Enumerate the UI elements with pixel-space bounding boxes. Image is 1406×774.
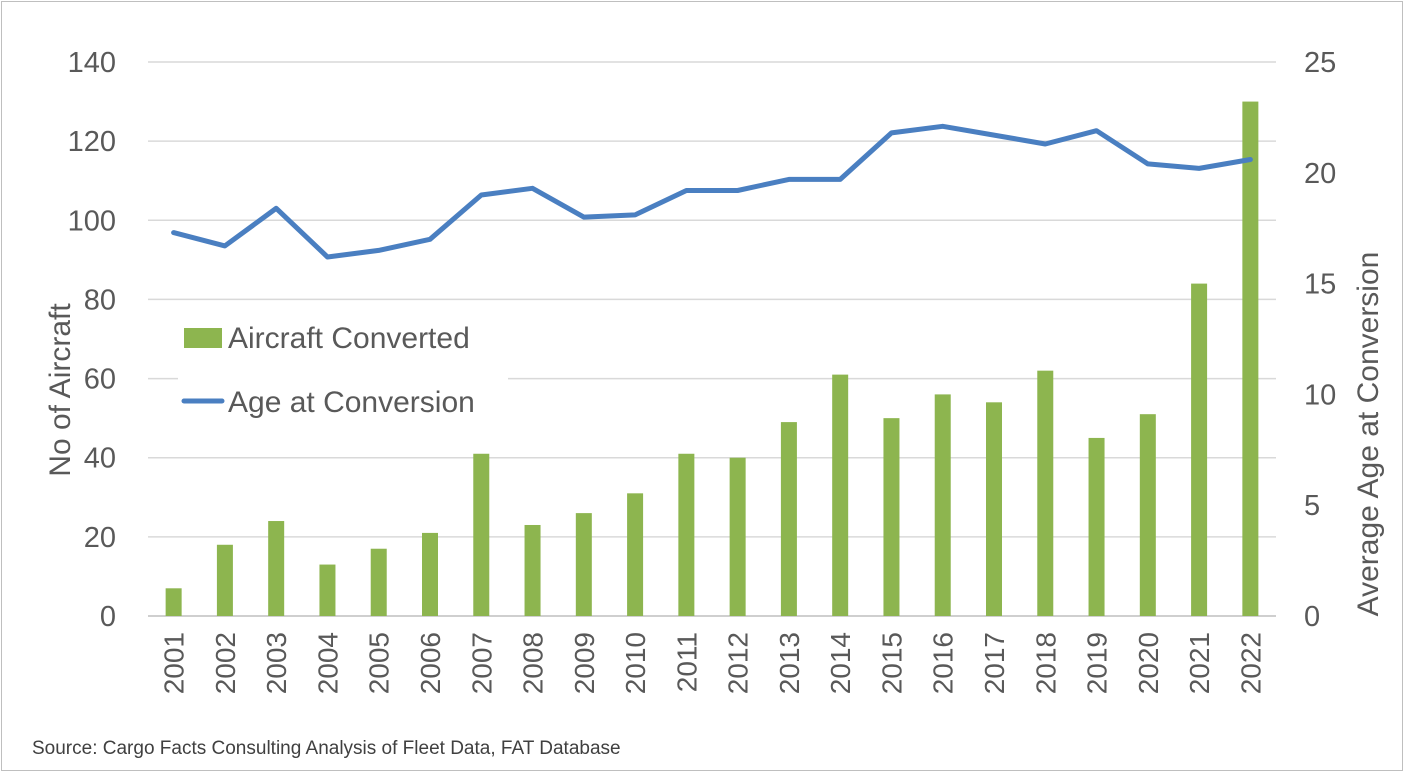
left-tick-label: 20: [84, 522, 116, 554]
bar-2016: [934, 394, 951, 616]
bar-2010: [627, 493, 644, 616]
bar-2021: [1191, 283, 1208, 616]
x-tick-label: 2017: [979, 632, 1010, 694]
bar-2006: [422, 532, 438, 616]
left-tick-label: 60: [84, 364, 116, 396]
bar-2022: [1242, 101, 1259, 617]
bar-2011: [678, 453, 695, 616]
x-axis-ticks: 2001 2002 2003 2004 2005 2006 2007 2008 2009 2010…: [159, 632, 1267, 694]
bar-2018: [1037, 370, 1054, 616]
left-tick-label: 0: [100, 601, 116, 633]
x-tick-label: 2001: [159, 632, 190, 694]
legend-background: [178, 304, 508, 422]
right-tick-label: 10: [1304, 379, 1336, 411]
left-tick-label: 140: [68, 47, 116, 79]
x-tick-label: 2014: [825, 632, 856, 694]
age-line: [171, 123, 1253, 260]
x-tick-label: 2020: [1133, 632, 1164, 694]
left-tick-label: 40: [84, 443, 116, 475]
right-tick-label: 0: [1304, 601, 1320, 633]
x-tick-label: 2016: [928, 632, 959, 694]
right-tick-label: 15: [1304, 269, 1336, 301]
right-tick-label: 5: [1304, 490, 1320, 522]
bar-2007: [473, 453, 490, 616]
x-tick-label: 2003: [261, 632, 292, 694]
right-axis-ticks: 0 5 10 15 20 25: [1304, 47, 1336, 633]
x-tick-label: 2008: [518, 632, 549, 694]
bar-2002: [216, 544, 233, 616]
legend-label-aircraft-converted: Aircraft Converted: [228, 322, 470, 355]
left-tick-label: 120: [68, 126, 116, 158]
right-axis-label: Average Age at Conversion: [1352, 252, 1385, 617]
left-tick-label: 80: [84, 284, 116, 316]
left-axis-ticks: 0 20 40 60 80 100 120 140: [68, 47, 116, 633]
bar-2014: [832, 374, 849, 616]
bar-2001: [165, 588, 182, 616]
x-tick-label: 2015: [876, 632, 907, 694]
source-note: Source: Cargo Facts Consulting Analysis …: [32, 738, 621, 759]
bar-2003: [268, 521, 285, 616]
line-series: [171, 123, 1253, 260]
left-tick-label: 100: [68, 205, 116, 237]
bar-2008: [524, 524, 541, 616]
gridlines: [148, 61, 1276, 617]
x-tick-label: 2006: [415, 632, 446, 694]
bar-2013: [780, 422, 797, 616]
legend-label-age-at-conversion: Age at Conversion: [228, 386, 475, 419]
x-tick-label: 2007: [466, 632, 497, 694]
bar-2005: [370, 548, 387, 616]
bar-2015: [883, 418, 900, 616]
left-axis-label: No of Aircraft: [44, 303, 77, 477]
x-tick-label: 2021: [1184, 632, 1215, 694]
x-tick-label: 2022: [1235, 632, 1266, 694]
bar-2017: [986, 402, 1002, 616]
x-tick-label: 2013: [774, 632, 805, 694]
x-tick-label: 2004: [312, 632, 343, 694]
x-tick-label: 2019: [1082, 632, 1113, 694]
x-tick-label: 2010: [620, 632, 651, 694]
legend: Aircraft Converted Age at Conversion: [178, 304, 508, 422]
x-tick-label: 2002: [210, 632, 241, 694]
bar-series: [165, 101, 1259, 617]
legend-bar-swatch: [184, 328, 222, 348]
bar-2020: [1139, 414, 1156, 616]
bar-2004: [319, 564, 336, 616]
x-tick-label: 2012: [723, 632, 754, 694]
bar-2009: [575, 513, 592, 616]
x-tick-label: 2018: [1030, 632, 1061, 694]
right-tick-label: 25: [1304, 47, 1336, 79]
x-tick-label: 2009: [569, 632, 600, 694]
x-tick-label: 2005: [364, 632, 395, 694]
x-tick-label: 2011: [671, 632, 702, 692]
bar-2019: [1088, 437, 1105, 616]
bar-2012: [729, 457, 746, 616]
right-tick-label: 20: [1304, 158, 1336, 190]
